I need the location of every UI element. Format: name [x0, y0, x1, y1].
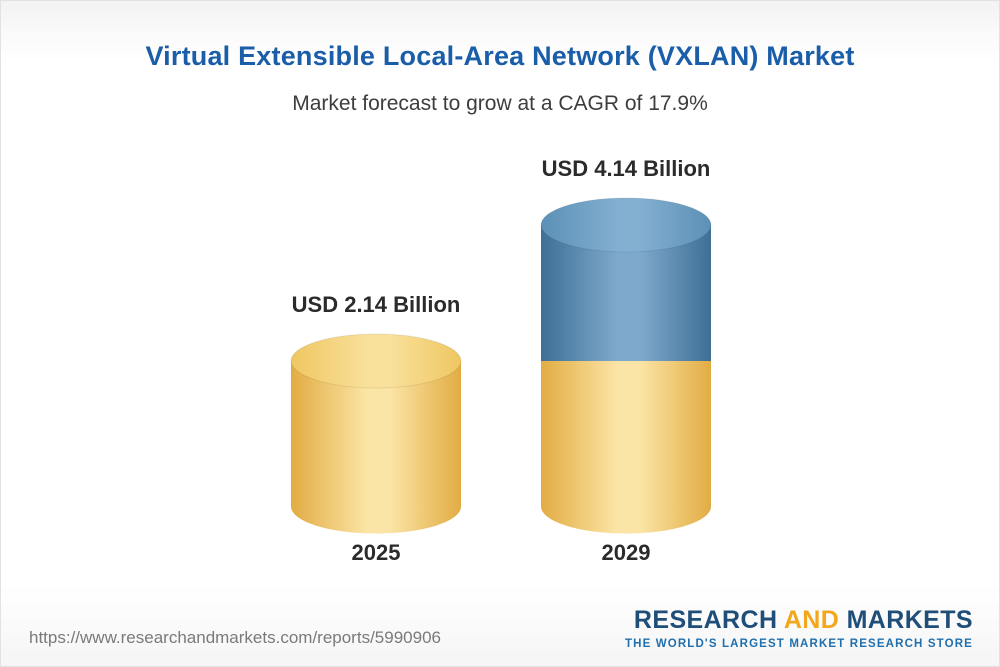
chart-subtitle: Market forecast to grow at a CAGR of 17.…: [292, 92, 708, 115]
bar-category-label-2029: 2029: [601, 540, 651, 565]
logo-word-markets: MARKETS: [846, 606, 973, 634]
bar-category-label-2025: 2025: [351, 540, 401, 565]
bar-group-2029: USD 4.14 Billion 2029: [539, 156, 713, 566]
cylinder-bar-2025: [290, 333, 462, 535]
chart-title: Virtual Extensible Local-Area Network (V…: [145, 41, 855, 71]
logo-word-and: AND: [783, 606, 840, 634]
bar-group-2025: USD 2.14 Billion 2025: [289, 292, 463, 566]
report-url: https://www.researchandmarkets.com/repor…: [29, 628, 441, 647]
logo-word-research: RESEARCH: [633, 606, 778, 634]
logo-wordmark: RESEARCH AND MARKETS: [625, 606, 973, 635]
logo-tagline: THE WORLD'S LARGEST MARKET RESEARCH STOR…: [624, 638, 973, 650]
research-and-markets-logo: RESEARCH AND MARKETS THE WORLD'S LARGEST…: [625, 606, 973, 650]
bar-value-label-2029: USD 4.14 Billion: [541, 156, 711, 182]
chart-header: Virtual Extensible Local-Area Network (V…: [1, 1, 999, 116]
cylinder-bar-2029: [540, 197, 712, 534]
bar-value-label-2025: USD 2.14 Billion: [291, 292, 461, 318]
